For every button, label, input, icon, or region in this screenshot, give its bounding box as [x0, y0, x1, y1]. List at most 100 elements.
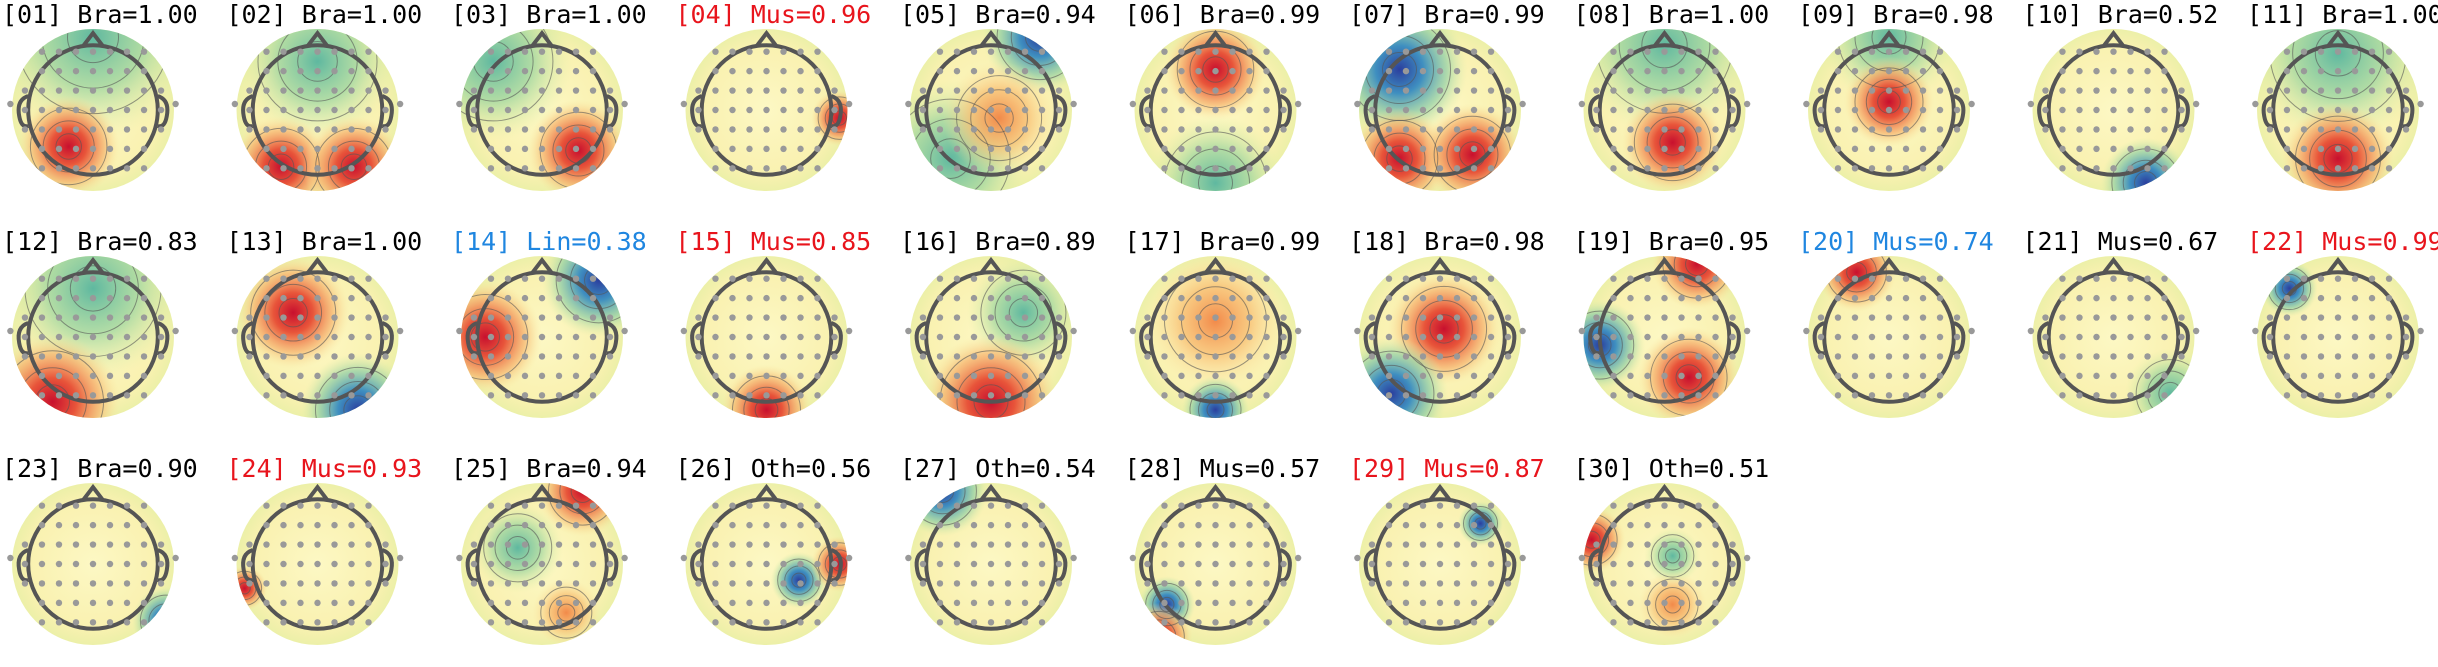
electrode [1695, 145, 1702, 153]
electrode [331, 314, 338, 321]
electrode [555, 521, 563, 529]
electrode [1593, 314, 1600, 321]
electrode [470, 560, 478, 568]
component-label: [04] Mus=0.96 [676, 0, 872, 29]
electrode [1851, 67, 1859, 75]
electrode [1470, 353, 1478, 360]
electrode [55, 126, 63, 133]
electrode [521, 353, 529, 360]
electrode [1695, 106, 1702, 114]
electrode [1161, 294, 1168, 302]
electrode [2144, 126, 2151, 133]
electrode [1263, 619, 1270, 626]
electrode [1902, 275, 1910, 282]
ear [1588, 94, 1601, 129]
electrode [1968, 327, 1975, 335]
electrode [1644, 314, 1651, 321]
electrode [72, 392, 80, 399]
electrode [1868, 333, 1876, 341]
component-label: [19] Bra=0.95 [1574, 227, 1770, 256]
electrode [970, 314, 978, 321]
electrode [504, 502, 512, 509]
electrode [1470, 521, 1478, 529]
electrode [280, 48, 287, 55]
electrode [140, 541, 148, 548]
electrode [1678, 333, 1685, 341]
electrode [263, 87, 270, 94]
component: [02] Bra=1.00 [227, 0, 422, 191]
electrode [331, 294, 338, 302]
electrode [1385, 580, 1393, 587]
map-blob [1651, 256, 1743, 310]
electrode [106, 392, 114, 399]
electrode [2144, 48, 2151, 55]
electrode [2266, 126, 2274, 133]
electrode [2027, 327, 2035, 335]
electrode [621, 554, 628, 562]
electrode [2042, 87, 2049, 94]
electrode [729, 67, 736, 75]
electrode [263, 165, 270, 172]
electrode [2093, 392, 2100, 399]
head-outline [26, 497, 160, 631]
electrode [606, 541, 614, 548]
electrode [331, 165, 338, 172]
electrode [2110, 106, 2117, 114]
electrode [1280, 541, 1287, 548]
electrode [1212, 275, 1219, 282]
electrode [589, 580, 597, 587]
electrode [538, 314, 546, 321]
electrode [1055, 560, 1063, 568]
electrode [106, 87, 114, 94]
ear [465, 321, 478, 356]
electrode [504, 521, 512, 529]
electrode [21, 333, 29, 341]
electrode [331, 145, 338, 153]
electrode [936, 314, 944, 321]
electrode [780, 314, 787, 321]
electrode [1004, 580, 1012, 587]
electrode [521, 126, 529, 133]
electrode [1919, 126, 1927, 133]
electrode [2317, 48, 2325, 55]
electrode [1129, 100, 1137, 108]
electrode [953, 560, 961, 568]
electrode [712, 502, 719, 509]
ear [1279, 548, 1292, 583]
electrode [1038, 67, 1046, 75]
electrode [1593, 87, 1600, 94]
electrode [487, 541, 495, 548]
electrode [1695, 314, 1702, 321]
electrode [1229, 580, 1236, 587]
electrode [1851, 275, 1859, 282]
electrode [2368, 333, 2376, 341]
electrode [845, 327, 853, 335]
electrode [1851, 392, 1859, 399]
electrode [1212, 67, 1219, 75]
electrode [382, 314, 389, 321]
electrode [1212, 87, 1219, 94]
electrode [106, 48, 114, 55]
head-outline [250, 270, 385, 404]
component-label: [09] Bra=0.98 [1798, 0, 1994, 29]
electrode [89, 619, 97, 626]
electrode [1519, 100, 1526, 108]
electrode [72, 619, 80, 626]
electrode [1919, 87, 1927, 94]
electrode [1851, 314, 1859, 321]
electrode [936, 275, 944, 282]
electrode [797, 165, 804, 172]
electrode [1593, 541, 1600, 548]
electrode [953, 87, 961, 94]
electrode [814, 294, 821, 302]
electrode [1627, 145, 1634, 153]
ear [2037, 321, 2050, 356]
electrode [1195, 333, 1202, 341]
electrode [157, 580, 165, 587]
electrode [263, 560, 270, 568]
electrode [487, 106, 495, 114]
electrode [1212, 126, 1219, 133]
electrode [521, 67, 529, 75]
electrode [2144, 165, 2151, 172]
electrode [1610, 541, 1617, 548]
